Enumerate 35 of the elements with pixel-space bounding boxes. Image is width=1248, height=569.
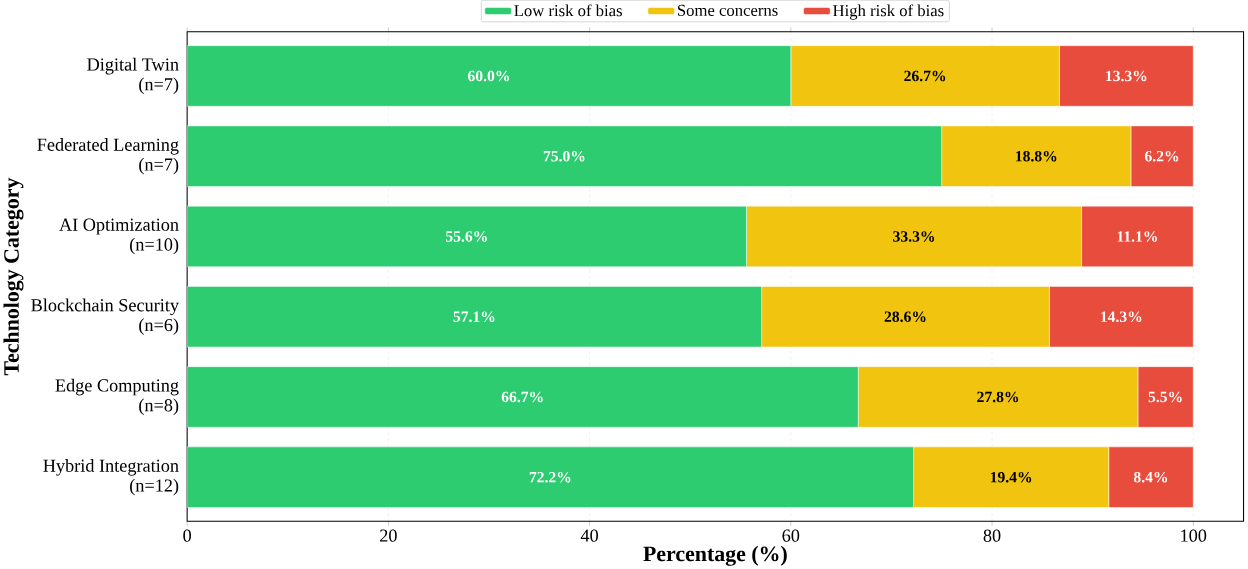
data-label: 33.3% <box>893 231 935 242</box>
y-tick-label: Edge Computing (n=8) <box>55 378 179 415</box>
data-label: 5.5% <box>1148 391 1182 403</box>
x-tick-label: 0 <box>183 529 192 542</box>
x-tick-label: 60 <box>782 529 800 542</box>
data-label: 66.7% <box>501 391 543 403</box>
data-label: 8.4% <box>1133 471 1168 483</box>
data-label: 55.6% <box>445 231 487 242</box>
data-label: 26.7% <box>904 70 946 82</box>
data-label: 13.3% <box>1106 70 1147 82</box>
data-label: 14.3% <box>1101 311 1142 322</box>
legend-label: Some concerns <box>677 4 778 16</box>
x-axis-title: Percentage (%) <box>643 545 787 566</box>
data-label: 57.1% <box>453 311 495 322</box>
legend-label: High risk of bias <box>833 4 944 20</box>
x-tick-label: 40 <box>580 529 599 542</box>
data-label: 60.0% <box>468 70 509 82</box>
y-tick-label: Blockchain Security (n=6) <box>31 298 179 335</box>
data-label: 18.8% <box>1016 150 1057 162</box>
data-label: 19.4% <box>990 471 1032 483</box>
y-tick-label: Digital Twin (n=7) <box>87 57 179 95</box>
data-label: 27.8% <box>977 391 1019 403</box>
data-label: 11.1% <box>1117 231 1157 242</box>
x-tick-label: 20 <box>380 529 397 542</box>
legend-label: Low risk of bias <box>514 4 622 17</box>
data-label: 72.2% <box>529 471 571 483</box>
data-label: 75.0% <box>543 150 585 162</box>
data-label: 6.2% <box>1145 150 1179 162</box>
data-label: 28.6% <box>884 311 926 322</box>
y-axis-title: Technology Category <box>3 177 24 376</box>
y-tick-label: Hybrid Integration (n=12) <box>43 458 179 496</box>
x-tick-label: 80 <box>983 529 1001 542</box>
y-tick-label: Federated Learning (n=7) <box>37 137 179 175</box>
x-tick-label: 100 <box>1181 529 1207 542</box>
y-tick-label: AI Optimization (n=10) <box>59 218 179 255</box>
